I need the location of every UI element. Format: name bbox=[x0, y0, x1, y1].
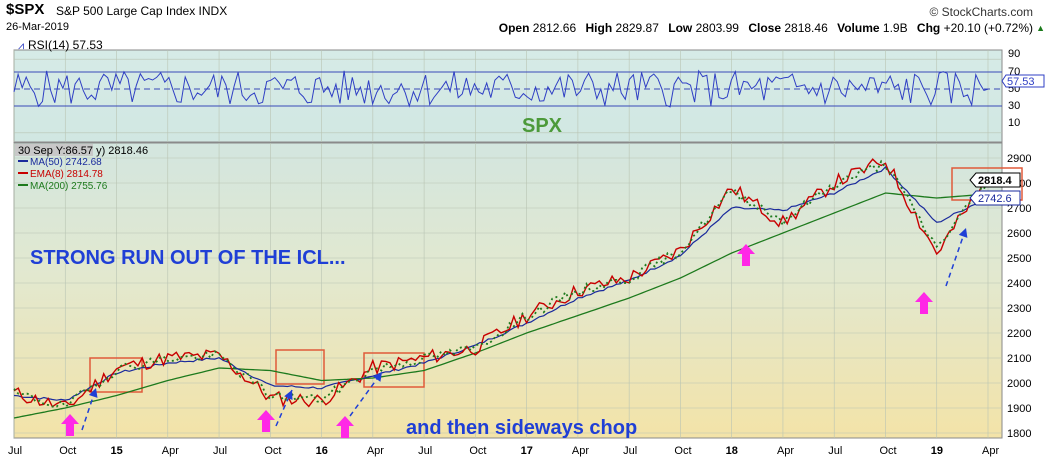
price-tick-label: 1800 bbox=[1007, 428, 1031, 440]
price-tick-label: 2300 bbox=[1007, 303, 1031, 315]
rsi-value-tag bbox=[1001, 74, 1045, 88]
x-tick-label: Apr bbox=[162, 445, 179, 457]
blue-arrow-head-4 bbox=[958, 228, 968, 238]
price-tick-label: 2900 bbox=[1007, 153, 1031, 165]
x-tick-label: Jul bbox=[213, 445, 227, 457]
price-series bbox=[13, 158, 989, 408]
price-tick-label: 2100 bbox=[1007, 353, 1031, 365]
price-legend: 30 Sep Y:86.57 y) 2818.46 bbox=[18, 145, 148, 157]
x-tick-label: Jul bbox=[8, 445, 22, 457]
price-tick-label: 2700 bbox=[1007, 203, 1031, 215]
x-tick-label: Oct bbox=[674, 445, 691, 457]
annotation-marks bbox=[61, 227, 968, 438]
x-tick-label: Apr bbox=[367, 445, 384, 457]
consolidation-box-2 bbox=[275, 349, 325, 385]
high-value: 2829.87 bbox=[615, 21, 659, 35]
blue-arrow-head-3 bbox=[373, 372, 382, 382]
blue-arrow-head-2 bbox=[284, 390, 293, 400]
ticker-symbol[interactable]: $SPX bbox=[6, 1, 45, 18]
annotation-sideways-chop: and then sideways chop bbox=[406, 417, 637, 439]
change-label: Chg bbox=[916, 21, 941, 35]
rsi-value-tag-text: 57.53 bbox=[1007, 76, 1035, 88]
x-tick-label: 16 bbox=[316, 445, 328, 457]
x-tick-label: Oct bbox=[264, 445, 281, 457]
brand-label[interactable]: © StockCharts.com bbox=[929, 5, 1033, 19]
x-tick-label: 17 bbox=[521, 445, 533, 457]
rsi-legend: RSI(14) 57.53 bbox=[28, 38, 103, 52]
index-name: S&P 500 Large Cap Index INDX bbox=[56, 4, 228, 18]
x-tick-label: Oct bbox=[469, 445, 486, 457]
x-tick-label: Oct bbox=[879, 445, 896, 457]
rsi-axis: 90 70 50 30 10 bbox=[1008, 48, 1020, 129]
symbol-watermark: SPX bbox=[522, 115, 563, 137]
legend-date-box bbox=[15, 144, 93, 156]
legend-ma200: MA(200) 2755.76 bbox=[30, 181, 108, 192]
ma-price-tag bbox=[969, 190, 1021, 206]
ma50-series bbox=[13, 165, 989, 401]
magenta-up-arrow-4 bbox=[737, 244, 755, 266]
rsi-panel bbox=[13, 49, 1003, 143]
low-label: Low bbox=[668, 21, 693, 35]
price-tick-label: 2600 bbox=[1007, 228, 1031, 240]
close-price-tag bbox=[969, 172, 1021, 188]
x-tick-label: Apr bbox=[777, 445, 794, 457]
ohlc-readout: Open 2812.66 High 2829.87 Low 2803.99 Cl… bbox=[499, 21, 1033, 35]
price-tick-label: 1900 bbox=[1007, 403, 1031, 415]
x-tick-label: Apr bbox=[982, 445, 999, 457]
rsi-legend-icon: ⩘ bbox=[18, 40, 24, 52]
magenta-up-arrow-2 bbox=[257, 410, 275, 432]
x-tick-label: Jul bbox=[828, 445, 842, 457]
close-label: Close bbox=[748, 21, 782, 35]
price-tick-label: 2500 bbox=[1007, 253, 1031, 265]
price-tick-label: 2200 bbox=[1007, 328, 1031, 340]
x-axis: Jul Oct 15 Apr Jul Oct 16 Apr Jul Oct 17 Apr Jul Oct 1… bbox=[8, 445, 999, 457]
close-price-tag-text: 2818.4 bbox=[978, 175, 1013, 187]
volume-value: 1.9B bbox=[882, 21, 908, 35]
magenta-up-arrow-5 bbox=[915, 292, 933, 314]
rsi-series bbox=[13, 69, 989, 108]
legend-ma50: MA(50) 2742.68 bbox=[30, 157, 102, 168]
rsi-tick-30: 30 bbox=[1008, 100, 1020, 112]
x-tick-label: Jul bbox=[623, 445, 637, 457]
ma-price-tag-text: 2742.6 bbox=[978, 193, 1012, 205]
rsi-tick-90: 90 bbox=[1008, 48, 1020, 60]
price-tick-label: 2000 bbox=[1007, 378, 1031, 390]
x-tick-label: 19 bbox=[931, 445, 943, 457]
x-tick-label: 18 bbox=[726, 445, 738, 457]
x-tick-label: Jul bbox=[418, 445, 432, 457]
price-axis: 2900280027002600250024002300220021002000… bbox=[1007, 153, 1031, 440]
price-tick-label: 2400 bbox=[1007, 278, 1031, 290]
chart-date: 26-Mar-2019 bbox=[6, 21, 69, 33]
open-label: Open bbox=[498, 21, 530, 35]
blue-dashed-arrow-2 bbox=[275, 389, 293, 427]
low-value: 2803.99 bbox=[695, 21, 739, 35]
ma200-series bbox=[13, 192, 989, 419]
magenta-up-arrow-3 bbox=[336, 416, 354, 438]
volume-label: Volume bbox=[837, 21, 880, 35]
price-panel bbox=[13, 142, 1003, 439]
change-value: +20.10 (+0.72%) bbox=[943, 21, 1033, 35]
annotation-strong-run: STRONG RUN OUT OF THE ICL... bbox=[30, 247, 346, 269]
blue-dashed-arrow-3 bbox=[349, 371, 383, 417]
collapse-arrow-icon[interactable]: ▲ bbox=[1036, 23, 1045, 33]
high-label: High bbox=[585, 21, 613, 35]
chart-area: RSI(14) 57.53 ⩘ SPX 90 70 50 30 10 57.53… bbox=[8, 38, 1045, 457]
close-value: 2818.46 bbox=[784, 21, 828, 35]
blue-arrow-head-1 bbox=[88, 388, 98, 398]
rsi-tick-10: 10 bbox=[1008, 117, 1020, 129]
open-value: 2812.66 bbox=[532, 21, 577, 35]
magenta-up-arrow-1 bbox=[61, 414, 79, 436]
consolidation-box-1 bbox=[89, 357, 143, 393]
chart-header: $SPX S&P 500 Large Cap Index INDX 26-Mar… bbox=[0, 0, 1047, 38]
x-tick-label: Apr bbox=[572, 445, 589, 457]
legend-ema8: EMA(8) 2814.78 bbox=[30, 169, 103, 180]
blue-dashed-arrow-4 bbox=[945, 227, 967, 287]
x-tick-label: Oct bbox=[59, 445, 76, 457]
x-tick-label: 15 bbox=[111, 445, 123, 457]
